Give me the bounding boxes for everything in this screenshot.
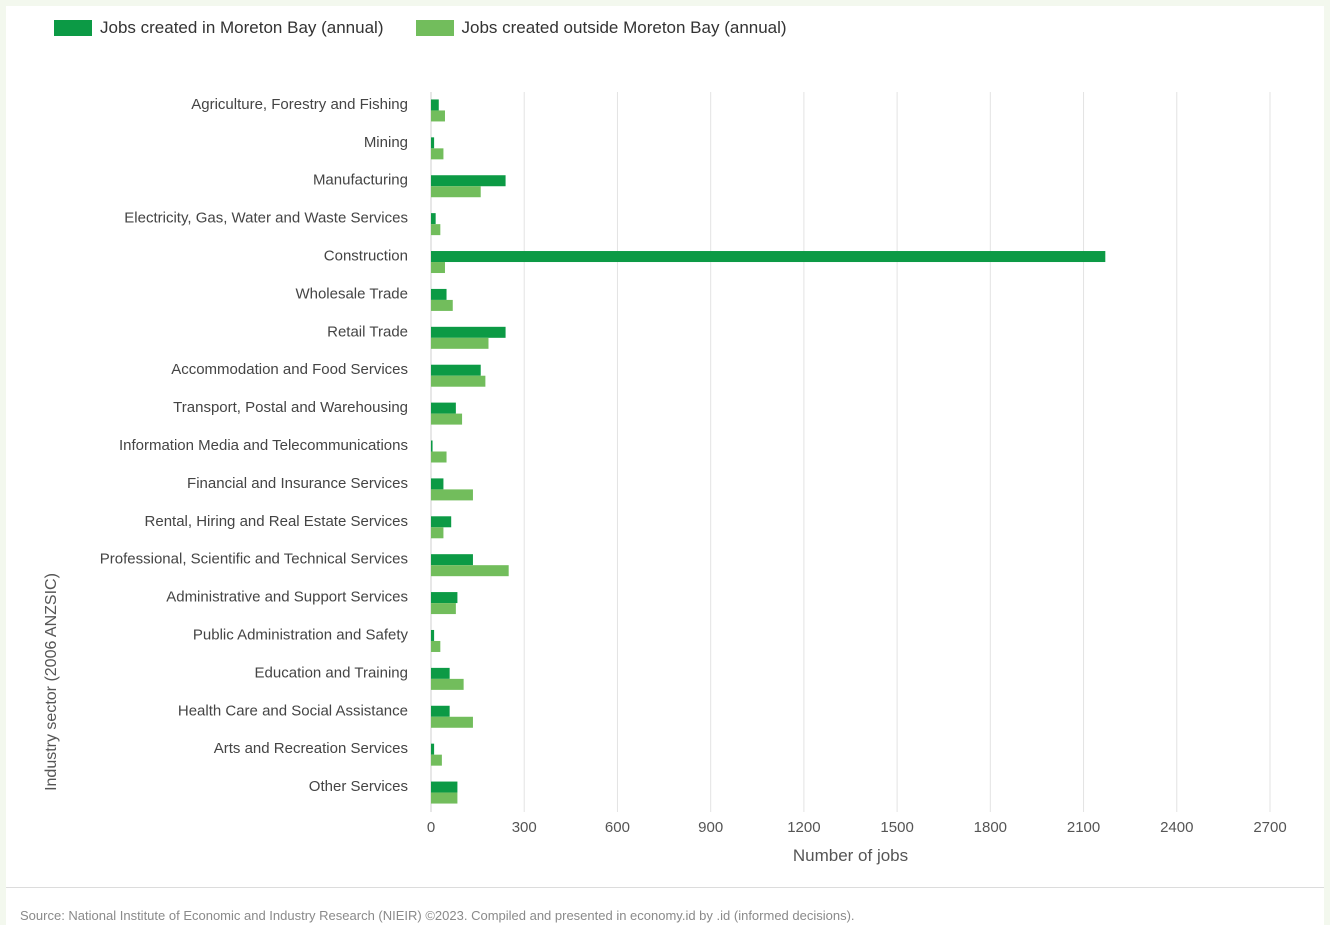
legend-item-outside[interactable]: Jobs created outside Moreton Bay (annual… xyxy=(415,18,787,38)
bar-inside-moreton-bay[interactable] xyxy=(431,554,473,566)
category-label: Information Media and Telecommunications xyxy=(119,437,408,454)
bar-outside-moreton-bay[interactable] xyxy=(431,565,509,577)
category-label: Agriculture, Forestry and Fishing xyxy=(191,96,408,113)
bar-outside-moreton-bay[interactable] xyxy=(431,489,473,501)
x-tick-label: 0 xyxy=(427,819,435,836)
category-label: Mining xyxy=(364,134,408,151)
bar-inside-moreton-bay[interactable] xyxy=(431,326,506,338)
bar-inside-moreton-bay[interactable] xyxy=(431,705,450,717)
bar-outside-moreton-bay[interactable] xyxy=(431,640,441,652)
bar-outside-moreton-bay[interactable] xyxy=(431,413,463,425)
bar-outside-moreton-bay[interactable] xyxy=(431,451,447,463)
bar-inside-moreton-bay[interactable] xyxy=(431,743,435,755)
x-tick-label: 600 xyxy=(605,819,630,836)
bar-outside-moreton-bay[interactable] xyxy=(431,678,464,690)
legend-label-inside: Jobs created in Moreton Bay (annual) xyxy=(100,18,384,37)
x-tick-label: 2400 xyxy=(1160,819,1193,836)
legend-swatch-outside xyxy=(415,20,454,36)
bar-inside-moreton-bay[interactable] xyxy=(431,99,439,111)
category-label: Arts and Recreation Services xyxy=(214,740,408,757)
bar-inside-moreton-bay[interactable] xyxy=(431,137,435,149)
category-label: Professional, Scientific and Technical S… xyxy=(100,551,408,568)
x-axis-title: Number of jobs xyxy=(793,846,908,865)
category-label: Manufacturing xyxy=(313,172,408,189)
bar-outside-moreton-bay[interactable] xyxy=(431,792,458,804)
bar-outside-moreton-bay[interactable] xyxy=(431,262,445,274)
legend-swatch-inside xyxy=(54,20,92,36)
bar-outside-moreton-bay[interactable] xyxy=(431,527,444,539)
bar-inside-moreton-bay[interactable] xyxy=(431,288,447,300)
bar-inside-moreton-bay[interactable] xyxy=(431,781,458,793)
x-tick-label: 2100 xyxy=(1067,819,1100,836)
bar-chart: 0 300 600 900 1200 1500 1800 2100 2400 2700 Number… xyxy=(43,92,1287,865)
bar-outside-moreton-bay[interactable] xyxy=(431,375,486,387)
bar-outside-moreton-bay[interactable] xyxy=(431,716,473,728)
bar-outside-moreton-bay[interactable] xyxy=(431,224,441,236)
source-note: Source: National Institute of Economic a… xyxy=(20,908,855,923)
category-label: Health Care and Social Assistance xyxy=(178,702,408,719)
bar-outside-moreton-bay[interactable] xyxy=(431,603,456,615)
chart-card: Jobs created in Moreton Bay (annual) Job… xyxy=(6,6,1324,925)
legend: Jobs created in Moreton Bay (annual) Job… xyxy=(54,18,787,38)
bar-outside-moreton-bay[interactable] xyxy=(431,337,489,349)
category-label: Public Administration and Safety xyxy=(193,626,409,643)
category-label: Financial and Insurance Services xyxy=(187,475,408,492)
category-label: Wholesale Trade xyxy=(295,285,408,302)
category-label: Other Services xyxy=(309,778,408,795)
footer-divider xyxy=(6,887,1324,888)
bar-inside-moreton-bay[interactable] xyxy=(431,667,450,679)
category-label: Transport, Postal and Warehousing xyxy=(173,399,408,416)
legend-label-outside: Jobs created outside Moreton Bay (annual… xyxy=(461,18,787,37)
bar-inside-moreton-bay[interactable] xyxy=(431,364,481,376)
x-tick-label: 1200 xyxy=(787,819,820,836)
bar-inside-moreton-bay[interactable] xyxy=(431,175,506,187)
x-tick-label: 900 xyxy=(698,819,723,836)
bar-inside-moreton-bay[interactable] xyxy=(431,402,456,414)
bar-outside-moreton-bay[interactable] xyxy=(431,299,453,311)
bar-inside-moreton-bay[interactable] xyxy=(431,251,1106,263)
bar-inside-moreton-bay[interactable] xyxy=(431,516,452,528)
category-label: Education and Training xyxy=(255,664,408,681)
bar-inside-moreton-bay[interactable] xyxy=(431,478,444,490)
category-label: Construction xyxy=(324,248,408,265)
bar-inside-moreton-bay[interactable] xyxy=(431,213,436,225)
bar-outside-moreton-bay[interactable] xyxy=(431,186,481,198)
bar-inside-moreton-bay[interactable] xyxy=(431,629,435,641)
x-tick-label: 1500 xyxy=(880,819,913,836)
x-tick-label: 2700 xyxy=(1253,819,1286,836)
legend-item-inside[interactable]: Jobs created in Moreton Bay (annual) xyxy=(54,18,384,38)
category-label: Administrative and Support Services xyxy=(166,589,408,606)
category-label: Accommodation and Food Services xyxy=(171,361,408,378)
category-label: Rental, Hiring and Real Estate Services xyxy=(145,513,408,530)
bar-inside-moreton-bay[interactable] xyxy=(431,592,458,604)
x-tick-label: 1800 xyxy=(974,819,1007,836)
category-label: Electricity, Gas, Water and Waste Servic… xyxy=(124,210,408,227)
bar-outside-moreton-bay[interactable] xyxy=(431,754,442,766)
bar-outside-moreton-bay[interactable] xyxy=(431,148,444,160)
bar-inside-moreton-bay[interactable] xyxy=(431,440,433,452)
category-label: Retail Trade xyxy=(327,323,408,340)
x-tick-label: 300 xyxy=(512,819,537,836)
bar-outside-moreton-bay[interactable] xyxy=(431,110,445,122)
y-axis-title: Industry sector (2006 ANZSIC) xyxy=(43,573,60,791)
